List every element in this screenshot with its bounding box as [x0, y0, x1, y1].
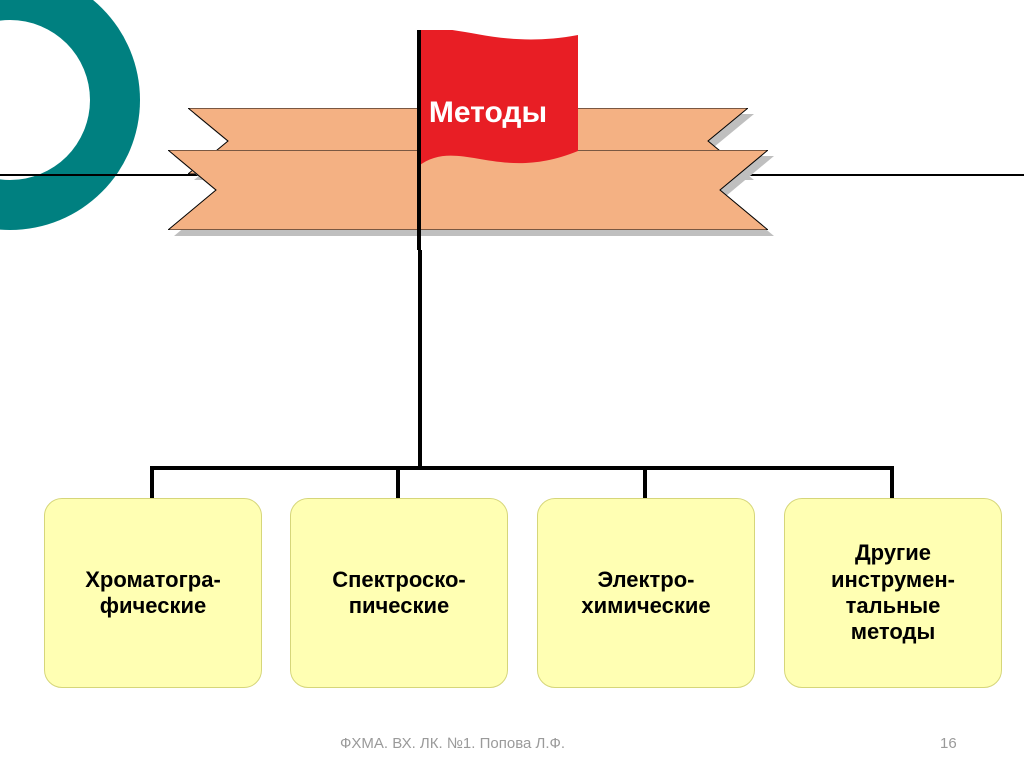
tree-hbar: [150, 466, 894, 470]
flag-shape: [388, 30, 588, 250]
method-box: Спектроско- пические: [290, 498, 508, 688]
tree-drop: [643, 468, 647, 498]
page-number: 16: [940, 735, 957, 752]
tree-drop: [396, 468, 400, 498]
method-box-label: Электро- химические: [581, 567, 710, 620]
tree-drop: [890, 468, 894, 498]
method-box-label: Хроматогра- фические: [85, 567, 221, 620]
method-box-label: Спектроско- пические: [332, 567, 466, 620]
footer-text: ФХМА. ВХ. ЛК. №1. Попова Л.Ф.: [340, 735, 565, 752]
method-box-label: Другие инструмен- тальные методы: [831, 540, 955, 646]
diagram-stage: Методы Хроматогра- фические Спектроско- …: [0, 0, 1024, 767]
flag-label: Методы: [388, 96, 588, 130]
tree-stem: [418, 250, 422, 468]
method-box: Электро- химические: [537, 498, 755, 688]
method-box: Другие инструмен- тальные методы: [784, 498, 1002, 688]
method-box: Хроматогра- фические: [44, 498, 262, 688]
tree-drop: [150, 468, 154, 498]
